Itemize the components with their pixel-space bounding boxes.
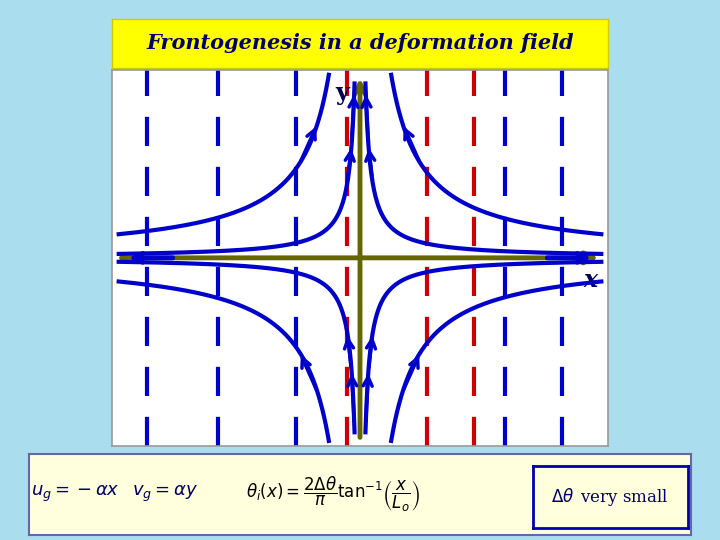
Text: $\theta_i(x) = \dfrac{2\Delta\theta}{\pi}\tan^{-1}\!\left(\dfrac{x}{L_o}\right)$: $\theta_i(x) = \dfrac{2\Delta\theta}{\pi… bbox=[246, 475, 421, 514]
Text: $\Delta\theta\,$ very small: $\Delta\theta\,$ very small bbox=[552, 486, 669, 508]
Text: $u_g = -\alpha x\;\;\;v_g = \alpha y$: $u_g = -\alpha x\;\;\;v_g = \alpha y$ bbox=[31, 484, 199, 504]
Text: y: y bbox=[336, 81, 349, 105]
Text: Frontogenesis in a deformation field: Frontogenesis in a deformation field bbox=[146, 33, 574, 53]
Text: x: x bbox=[584, 267, 598, 292]
